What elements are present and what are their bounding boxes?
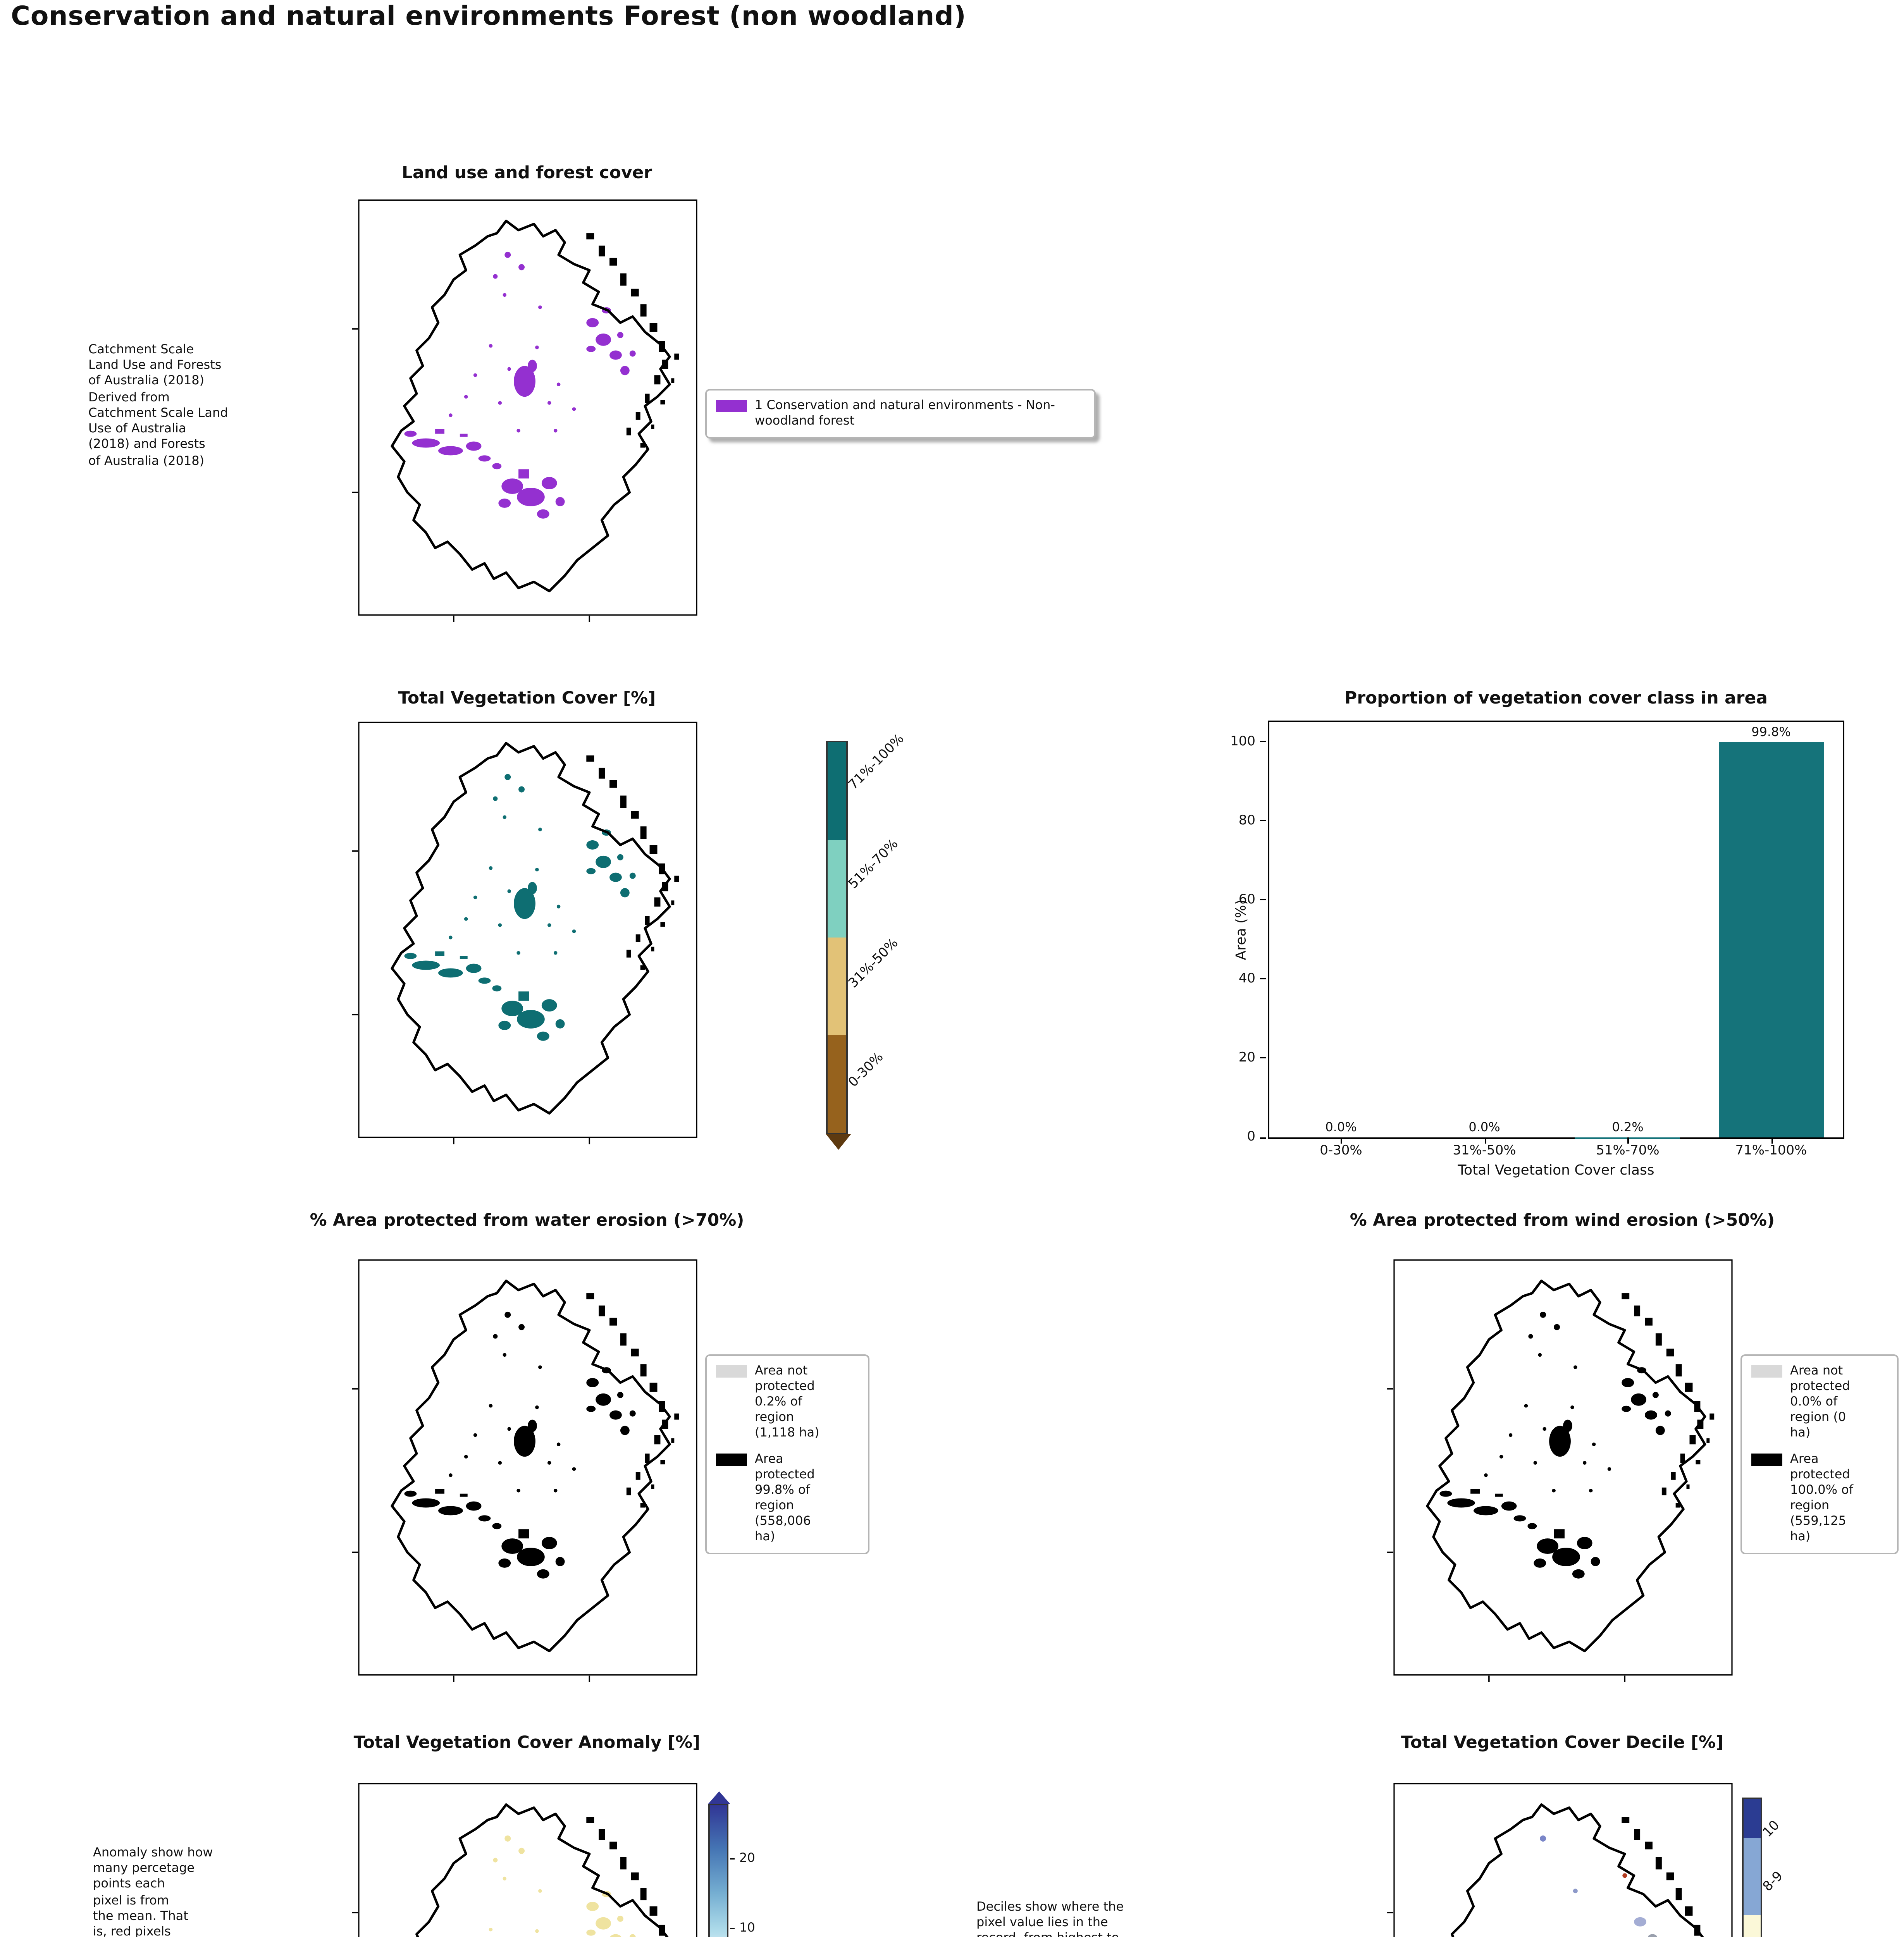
bar-value-label: 99.8%	[1751, 726, 1791, 740]
veg-cbar-label-3: 31%-50%	[846, 936, 902, 992]
x-tick-mark	[1771, 1137, 1773, 1144]
legend-entry: Area not protected 0.0% of region (0 ha)	[1751, 1364, 1853, 1441]
legend-entry: Area not protected 0.2% of region (1,118…	[716, 1364, 819, 1441]
x-tick-mark	[1628, 1137, 1629, 1144]
decile-title: Total Vegetation Cover Decile [%]	[1401, 1732, 1724, 1753]
water-erosion-map	[351, 1259, 697, 1683]
x-tick-mark	[1341, 1137, 1343, 1144]
y-tick: 40	[1239, 972, 1266, 987]
y-tick: 100	[1230, 734, 1266, 750]
chart-x-axis-label: Total Vegetation Cover class	[1458, 1164, 1654, 1179]
legend-entry: Area protected 99.8% of region (558,006 …	[716, 1452, 819, 1545]
wind-erosion-map	[1386, 1259, 1733, 1683]
anomaly-title: Total Vegetation Cover Anomaly [%]	[353, 1732, 701, 1753]
colorbar-extend-arrow	[826, 1134, 851, 1150]
decile-caption: Deciles show where the pixel value lies …	[976, 1900, 1124, 1937]
bar-slot: 99.8% 71%-100%	[1699, 722, 1843, 1159]
anomaly-caption: Anomaly show how many percetage points e…	[93, 1846, 213, 1937]
y-tick: 0	[1247, 1130, 1266, 1145]
x-tick-label: 0-30%	[1320, 1144, 1362, 1159]
chart-plot: 0 20 40 60 80 100 0.0% 0-30% 0.0% 31%-50…	[1230, 721, 1844, 1159]
bar-value-label: 0.0%	[1468, 1120, 1500, 1134]
y-tick: 60	[1239, 892, 1266, 908]
protected-swatch	[716, 1454, 747, 1466]
bar-slot: 0.2% 51%-70%	[1556, 722, 1699, 1159]
water-erosion-legend: Area not protected 0.2% of region (1,118…	[705, 1354, 869, 1554]
veg-cover-map	[351, 721, 697, 1145]
y-tick: 80	[1239, 813, 1266, 829]
not-protected-swatch	[1751, 1365, 1782, 1378]
x-tick-label: 71%-100%	[1735, 1144, 1807, 1159]
wind-erosion-title: % Area protected from wind erosion (>50%…	[1350, 1210, 1775, 1230]
land-use-legend: 1 Conservation and natural environments …	[705, 389, 1096, 439]
not-protected-swatch	[716, 1365, 747, 1378]
anomaly-map	[351, 1783, 697, 1937]
bar-value-label: 0.0%	[1325, 1120, 1357, 1134]
decile-cbar-label-2: 8-9	[1760, 1869, 1787, 1895]
x-tick-label: 31%-50%	[1453, 1144, 1516, 1159]
water-erosion-title: % Area protected from water erosion (>70…	[310, 1210, 744, 1230]
page-title: Conservation and natural environments Fo…	[11, 2, 966, 33]
bar-value-label: 0.2%	[1612, 1120, 1644, 1134]
decile-map	[1386, 1783, 1733, 1937]
veg-cover-title: Total Vegetation Cover [%]	[398, 688, 656, 708]
anomaly-tick: 10	[739, 1921, 755, 1935]
chart-y-axis-label: Area (%)	[1234, 899, 1250, 960]
protected-swatch	[1751, 1454, 1782, 1466]
veg-cover-colorbar	[826, 741, 851, 1150]
wind-erosion-legend: Area not protected 0.0% of region (0 ha)…	[1740, 1354, 1899, 1554]
veg-cbar-label-1: 71%-100%	[846, 731, 908, 793]
bar	[1718, 743, 1824, 1137]
x-tick-label: 51%-70%	[1596, 1144, 1660, 1159]
bar-slot: 0.0% 0-30%	[1269, 722, 1413, 1159]
bar-slot: 0.0% 31%-50%	[1413, 722, 1556, 1159]
legend-entry: Area protected 100.0% of region (559,125…	[1751, 1452, 1853, 1545]
land-use-title: Land use and forest cover	[401, 163, 652, 183]
proportion-chart: 0 20 40 60 80 100 0.0% 0-30% 0.0% 31%-50…	[1230, 721, 1844, 1179]
land-use-map	[351, 199, 697, 623]
decile-colorbar	[1742, 1798, 1762, 1937]
decile-cbar-label-1: 10	[1760, 1818, 1783, 1841]
veg-cbar-label-4: 0-30%	[846, 1050, 887, 1091]
land-use-legend-label: 1 Conservation and natural environments …	[755, 398, 1055, 428]
veg-cbar-label-2: 51%-70%	[846, 837, 902, 893]
x-tick-mark	[1484, 1137, 1486, 1144]
y-tick: 20	[1239, 1051, 1266, 1066]
anomaly-tick: 20	[739, 1851, 755, 1865]
land-use-caption: Catchment Scale Land Use and Forests of …	[88, 342, 228, 468]
anomaly-colorbar	[708, 1791, 730, 1937]
proportion-chart-title: Proportion of vegetation cover class in …	[1345, 688, 1768, 708]
land-use-legend-swatch	[716, 400, 747, 412]
